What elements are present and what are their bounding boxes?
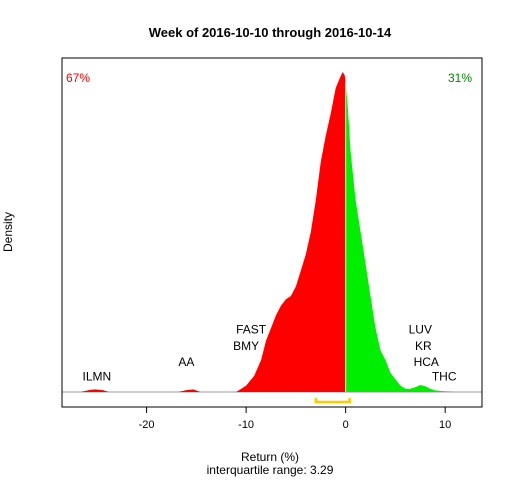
x-tick-label: -10 [238,419,254,431]
x-axis-label: Return (%) [241,450,299,464]
negative-density-area [80,72,346,392]
annotation-kr: KR [415,339,432,353]
x-tick-label: 0 [343,419,349,431]
annotation-ilmn: ILMN [82,369,111,383]
annotation-bmy: BMY [233,339,259,353]
chart-subtitle: interquartile range: 3.29 [207,463,334,477]
positive-density-area [345,81,456,392]
iqr-bracket [314,398,351,404]
positive-share-label: 31% [448,71,472,85]
x-tick-label: -20 [139,419,155,431]
x-axis: -20 -10 0 10 [139,407,451,431]
annotation-aa: AA [178,355,194,369]
x-tick-label: 10 [439,419,451,431]
negative-share-label: 67% [66,71,90,85]
annotation-thc: THC [432,369,457,383]
plot-frame [61,57,483,408]
chart-title: Week of 2016-10-10 through 2016-10-14 [149,25,392,40]
annotation-hca: HCA [414,355,439,369]
annotation-fast: FAST [236,322,267,336]
y-axis-label: Density [1,212,15,252]
annotation-luv: LUV [409,322,432,336]
